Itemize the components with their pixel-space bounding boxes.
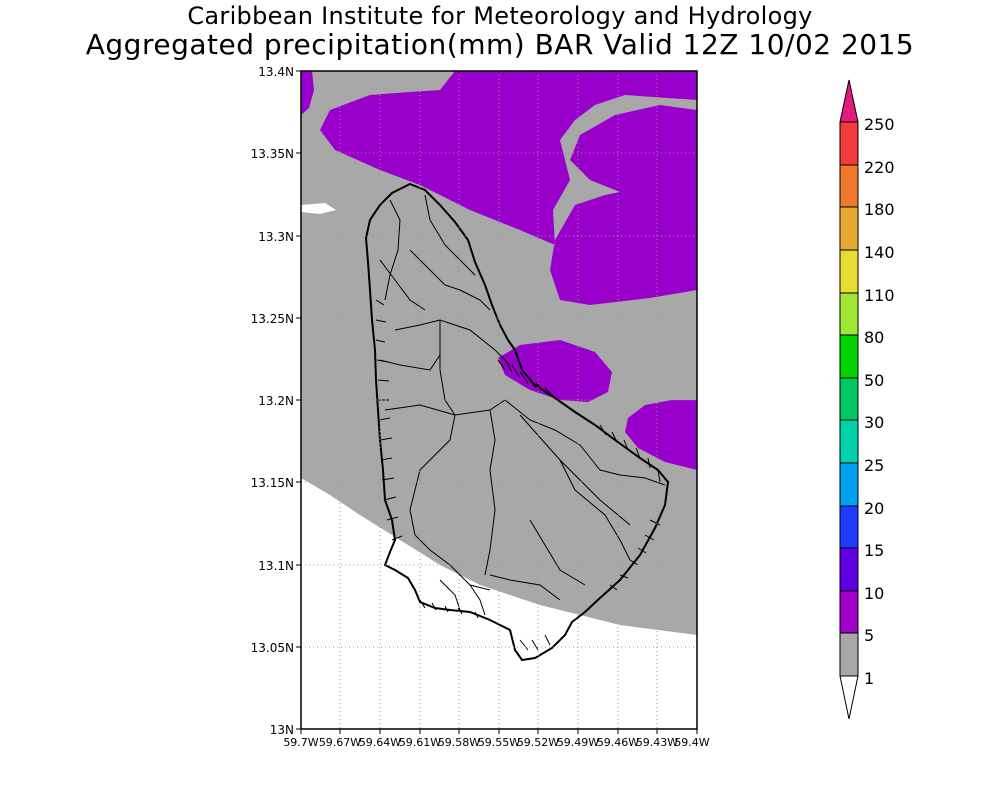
precipitation-field [301, 71, 697, 662]
colorbar-segment [839, 547, 859, 592]
x-tick-marks [300, 729, 698, 734]
x-tick-label: 59.55W [478, 736, 520, 749]
y-tick-label: 13.3N [258, 230, 294, 244]
colorbar-segment [839, 505, 859, 549]
coastline-hatching [375, 299, 661, 651]
map-gridlines [301, 71, 697, 729]
x-tick-label: 59.67W [319, 736, 361, 749]
colorbar-segment [839, 121, 859, 166]
internal-boundaries [379, 194, 666, 616]
colorbar-label: 180 [864, 200, 895, 219]
colorbar-over-arrow [839, 79, 859, 123]
colorbar-labels: 250 220 180 140 110 80 50 30 25 20 15 10… [864, 115, 895, 688]
chart-title-line1: Caribbean Institute for Meteorology and … [187, 2, 813, 30]
y-tick-label: 13.35N [251, 147, 294, 161]
colorbar-under-arrow [839, 675, 859, 720]
x-tick-label: 59.58W [438, 736, 480, 749]
colorbar-label: 140 [864, 243, 895, 262]
x-tick-label: 59.61W [399, 736, 441, 749]
colorbar-label: 80 [864, 328, 884, 347]
colorbar [839, 79, 859, 720]
colorbar-label: 50 [864, 371, 884, 390]
colorbar-segment [839, 164, 859, 208]
colorbar-label: 25 [864, 456, 884, 475]
x-tick-label: 59.46W [597, 736, 639, 749]
colorbar-segment [839, 377, 859, 421]
colorbar-label: 15 [864, 541, 884, 560]
colorbar-label: 30 [864, 413, 884, 432]
colorbar-label: 220 [864, 158, 895, 177]
colorbar-segment [839, 334, 859, 379]
y-tick-label: 13.05N [251, 641, 294, 655]
y-tick-label: 13.2N [258, 394, 294, 408]
colorbar-segment [839, 590, 859, 634]
x-tick-label: 59.52W [517, 736, 559, 749]
x-tick-label: 59.43W [636, 736, 678, 749]
precip-gap-left [301, 203, 336, 214]
colorbar-label: 250 [864, 115, 895, 134]
y-tick-label: 13N [270, 723, 294, 737]
colorbar-segment [839, 249, 859, 294]
colorbar-label: 20 [864, 499, 884, 518]
precip-region-5-10mm-north [320, 71, 697, 305]
precip-region-5-10mm-center [498, 340, 612, 402]
y-tick-label: 13.1N [258, 559, 294, 573]
colorbar-label: 110 [864, 286, 895, 305]
colorbar-segment [839, 206, 859, 251]
colorbar-label: 5 [864, 626, 874, 645]
x-tick-label: 59.7W [283, 736, 318, 749]
y-tick-label: 13.15N [251, 476, 294, 490]
x-tick-label: 59.64W [359, 736, 401, 749]
y-tick-label: 13.4N [258, 65, 294, 79]
y-tick-label: 13.25N [251, 312, 294, 326]
y-tick-marks [296, 70, 301, 730]
precip-region-5-10mm-corner [301, 71, 314, 115]
colorbar-segment [839, 632, 859, 677]
colorbar-label: 10 [864, 584, 884, 603]
colorbar-segment [839, 462, 859, 507]
colorbar-label: 1 [864, 669, 874, 688]
chart-title-line2: Aggregated precipitation(mm) BAR Valid 1… [85, 28, 915, 61]
x-tick-label: 59.49W [557, 736, 599, 749]
colorbar-segment [839, 292, 859, 336]
colorbar-segment [839, 419, 859, 464]
precip-region-5-10mm-east [625, 400, 697, 470]
x-tick-label: 59.4W [674, 736, 709, 749]
